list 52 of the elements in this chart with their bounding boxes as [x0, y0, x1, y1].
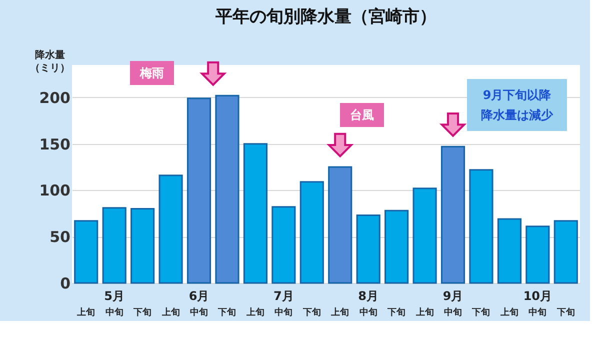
text: 6月 [188, 289, 210, 303]
text: 5月 [104, 289, 125, 303]
annotation: 梅雨 [139, 66, 164, 80]
bar [158, 174, 183, 284]
y-tick-label: 0 [60, 274, 70, 292]
y-axis-title: 降水量（ミリ） [30, 49, 70, 74]
text: 8月 [358, 289, 379, 303]
text: 7月 [273, 289, 294, 303]
x-tick-label: 上旬 [330, 307, 350, 318]
x-tick-label: 上旬 [160, 307, 180, 318]
x-tick-label: 下旬 [556, 307, 575, 318]
annotation: 台風 [350, 108, 374, 122]
bar [243, 143, 268, 284]
bar [384, 210, 409, 284]
x-tick-label: 上旬 [245, 307, 264, 318]
x-tick-label: 下旬 [302, 307, 321, 318]
bar [130, 208, 155, 284]
y-tick-label: 150 [39, 135, 70, 154]
chart-title: 平年の旬別降水量（宮崎市） [214, 7, 436, 27]
bar [356, 214, 380, 284]
y-tick-label: 50 [50, 228, 70, 246]
bar [328, 166, 352, 284]
y-tick-label: 200 [39, 88, 70, 107]
text: 9月 [442, 289, 464, 303]
bar [412, 188, 437, 284]
bar [554, 220, 578, 284]
x-tick-label: 中旬 [359, 307, 378, 318]
x-tick-label: 中旬 [190, 307, 208, 318]
x-tick-label: 下旬 [471, 307, 490, 318]
bar [186, 98, 212, 284]
bar [440, 146, 466, 284]
x-tick-label: 下旬 [217, 307, 236, 318]
x-tick-label: 下旬 [386, 307, 406, 318]
x-tick-label: 中旬 [528, 307, 547, 318]
x-tick-label: 上旬 [414, 307, 434, 318]
x-tick-label: 上旬 [76, 307, 96, 318]
bar [300, 181, 324, 284]
text: 10月 [523, 289, 552, 303]
bar [74, 220, 98, 284]
x-tick-label: 中旬 [274, 307, 293, 318]
bar [102, 207, 126, 284]
bar [497, 218, 522, 284]
x-tick-label: 上旬 [499, 307, 518, 318]
y-tick-label: 100 [39, 182, 70, 200]
bar [526, 226, 550, 284]
x-tick-label: 中旬 [444, 307, 462, 318]
x-tick-label: 下旬 [132, 307, 152, 318]
bar [272, 206, 296, 284]
bar [469, 169, 494, 284]
annotation: 9月下旬以降降水量は減少 [481, 88, 554, 122]
bar [215, 94, 240, 284]
x-tick-label: 中旬 [105, 307, 124, 318]
